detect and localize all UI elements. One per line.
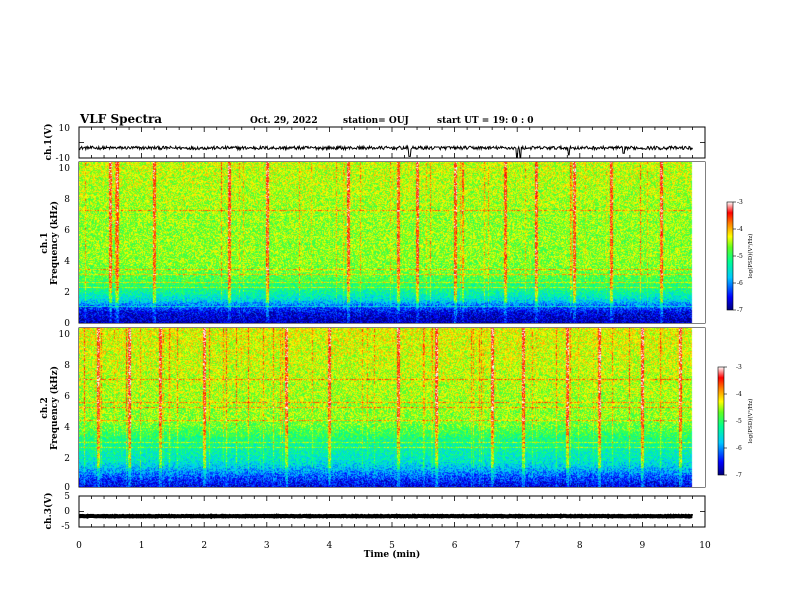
date-label: Oct. 29, 2022: [250, 116, 318, 126]
ch1-spectrogram-ylabel-channel: ch.1: [40, 232, 50, 253]
x-tick-4: 4: [327, 541, 333, 551]
ch1-colorbar-label: log(PSD)(V²/Hz): [747, 234, 754, 279]
ch2-spectrogram-heatmap: [79, 328, 705, 487]
ch1-freq-tick-2: 2: [64, 288, 70, 298]
ch1-colorbar-tick-m4: -4: [737, 226, 743, 233]
ch2-colorbar-tick-m4: -4: [736, 391, 742, 398]
ch3-ytick-bottom: -5: [61, 522, 70, 532]
ch3-waveform-ticks: [78, 496, 706, 527]
ch1-waveform-panel: 10 -10 ch.1(V): [43, 124, 706, 164]
ch3-ytick-zero: 0: [64, 507, 70, 517]
ch2-freq-tick-8: 8: [64, 361, 70, 371]
ch3-ytick-top: 5: [64, 492, 70, 502]
time-axis: 0 1 2 3 4 5 6 7 8 9 10 Time (min): [76, 541, 711, 560]
x-tick-10: 10: [699, 541, 711, 551]
ch3-waveform-ylabel: ch.3(V): [43, 493, 54, 530]
x-tick-9: 9: [640, 541, 646, 551]
ch3-waveform-trace: [79, 513, 694, 520]
x-tick-6: 6: [452, 541, 458, 551]
ch1-colorbar-bar: [726, 201, 734, 311]
ch3-waveform-panel: 5 0 -5 ch.3(V): [43, 492, 706, 532]
ch1-waveform-ticks: [78, 127, 706, 158]
ch2-colorbar-tick-m3: -3: [736, 364, 742, 371]
ch2-colorbar-tick-m7: -7: [736, 472, 742, 479]
ch2-freq-tick-6: 6: [64, 392, 70, 402]
ch1-waveform-trace: [79, 144, 693, 159]
x-axis-label: Time (min): [364, 549, 421, 560]
ch1-spectrogram-ylabel-frequency: Frequency (kHz): [49, 201, 60, 285]
ch1-colorbar-tick-m6: -6: [737, 280, 743, 287]
x-tick-8: 8: [577, 541, 583, 551]
start-ut-label: start UT = 19: 0 : 0: [437, 116, 534, 126]
ch1-waveform-ylabel: ch.1(V): [43, 124, 54, 161]
ch1-freq-tick-4: 4: [64, 257, 70, 267]
ch1-colorbar: -3 -4 -5 -6 -7 log(PSD)(V²/Hz): [726, 199, 754, 314]
x-tick-3: 3: [264, 541, 270, 551]
ch2-colorbar-tick-m5: -5: [736, 418, 742, 425]
ch2-colorbar-label: log(PSD)(V²/Hz): [747, 399, 754, 444]
station-label: station= OUJ: [343, 116, 409, 126]
ch1-colorbar-tick-m7: -7: [737, 307, 743, 314]
ch2-freq-tick-2: 2: [64, 454, 70, 464]
ch1-ytick-bottom: -10: [56, 154, 71, 164]
ch1-freq-tick-8: 8: [64, 195, 70, 205]
x-tick-5: 5: [389, 541, 395, 551]
ch2-freq-tick-4: 4: [64, 423, 70, 433]
ch2-freq-tick-0: 0: [64, 483, 70, 493]
x-tick-0: 0: [76, 541, 82, 551]
ch1-ytick-top: 10: [59, 124, 71, 134]
ch1-freq-tick-10: 10: [59, 164, 71, 174]
ch1-freq-tick-0: 0: [64, 319, 70, 329]
ch2-colorbar-tick-m6: -6: [736, 445, 742, 452]
ch2-colorbar-bar: [717, 366, 725, 476]
ch1-spectrogram-heatmap: [79, 162, 705, 323]
ch2-spectrogram-ylabel-channel: ch.2: [40, 397, 50, 418]
x-tick-1: 1: [139, 541, 145, 551]
ch2-colorbar: -3 -4 -5 -6 -7 log(PSD)(V²/Hz): [717, 364, 754, 479]
ch2-spectrogram-ylabel-frequency: Frequency (kHz): [49, 366, 60, 450]
figure-title: VLF Spectra: [79, 112, 162, 126]
x-tick-7: 7: [514, 541, 520, 551]
ch1-colorbar-tick-m3: -3: [737, 199, 743, 206]
ch2-freq-tick-10: 10: [59, 330, 71, 340]
x-tick-2: 2: [201, 541, 207, 551]
ch1-waveform-frame: [78, 126, 706, 159]
ch1-colorbar-tick-m5: -5: [737, 253, 743, 260]
ch1-freq-tick-6: 6: [64, 226, 70, 236]
